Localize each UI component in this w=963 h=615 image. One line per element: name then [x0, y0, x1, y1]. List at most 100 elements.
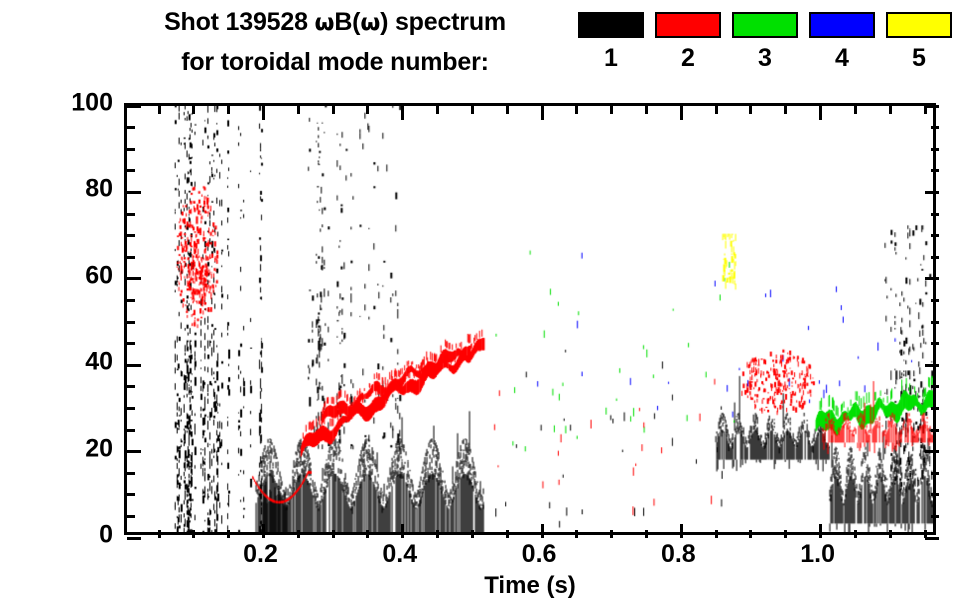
- x-minor-tick: [784, 530, 788, 538]
- x-tick-label-0.2: 0.2: [243, 540, 278, 568]
- x-minor-tick: [888, 530, 892, 538]
- x-minor-tick: [436, 106, 440, 114]
- y-minor-tick: [931, 169, 939, 173]
- y-minor-tick: [127, 406, 135, 410]
- legend-swatch-mode-2: [655, 12, 721, 38]
- omega-symbol-1: ω: [314, 10, 335, 36]
- x-minor-tick: [157, 530, 161, 538]
- y-tick-label-100: 100: [71, 88, 113, 117]
- legend-item-mode-5: 5: [886, 12, 952, 73]
- legend-swatch-mode-3: [732, 12, 798, 38]
- y-minor-tick: [127, 234, 135, 238]
- figure-title-line-1: Shot 139528 ωB(ω) spectrum: [100, 8, 570, 37]
- x-minor-tick: [470, 530, 474, 538]
- legend-item-mode-3: 3: [732, 12, 798, 73]
- y-minor-tick: [931, 212, 939, 216]
- y-major-tick: [127, 536, 141, 540]
- legend-label-mode-3: 3: [758, 44, 772, 72]
- y-major-tick: [925, 277, 939, 281]
- x-minor-tick: [296, 106, 300, 114]
- x-minor-tick: [645, 106, 648, 114]
- y-major-tick: [925, 363, 939, 367]
- x-major-tick: [540, 106, 544, 120]
- y-minor-tick: [931, 406, 939, 410]
- y-tick-label-40: 40: [85, 347, 113, 376]
- spectrogram-canvas: [127, 106, 933, 532]
- y-minor-tick: [931, 342, 939, 346]
- x-minor-tick: [436, 530, 440, 538]
- y-minor-tick: [127, 385, 135, 389]
- y-minor-tick: [931, 320, 939, 324]
- x-major-tick: [679, 106, 683, 120]
- x-major-tick: [261, 106, 265, 120]
- x-minor-tick: [296, 530, 300, 538]
- x-minor-tick: [331, 106, 335, 114]
- title-mid: B(: [334, 8, 361, 36]
- y-minor-tick: [127, 428, 135, 432]
- legend-label-mode-5: 5: [912, 44, 926, 72]
- legend-swatch-mode-5: [886, 12, 952, 38]
- y-minor-tick: [931, 234, 939, 238]
- legend-swatch-mode-1: [578, 12, 644, 38]
- y-major-tick: [925, 104, 939, 108]
- y-minor-tick: [931, 428, 939, 432]
- y-tick-label-0: 0: [99, 520, 113, 549]
- x-minor-tick: [192, 530, 196, 538]
- y-minor-tick: [127, 255, 135, 259]
- x-minor-tick: [749, 530, 753, 538]
- y-minor-tick: [931, 471, 939, 475]
- x-major-tick: [679, 524, 683, 538]
- x-major-tick: [540, 524, 544, 538]
- y-major-tick: [127, 104, 141, 108]
- y-major-tick: [127, 450, 141, 454]
- y-axis-tick-labels: 0 20 40 60 80 100: [0, 89, 113, 549]
- y-major-tick: [127, 277, 141, 281]
- y-minor-tick: [931, 255, 939, 259]
- legend-label-mode-1: 1: [604, 44, 618, 72]
- x-minor-tick: [784, 106, 788, 114]
- y-minor-tick: [127, 320, 135, 324]
- figure-title-line-2: for toroidal mode number:: [181, 48, 489, 76]
- x-minor-tick: [505, 106, 509, 114]
- y-minor-tick: [127, 126, 135, 130]
- legend-item-mode-1: 1: [578, 12, 644, 73]
- x-minor-tick: [227, 106, 231, 114]
- x-minor-tick: [575, 530, 579, 538]
- x-minor-tick: [192, 106, 196, 114]
- x-axis-tick-labels: 0.2 0.4 0.6 0.8 1.0: [0, 540, 963, 574]
- y-major-tick: [925, 190, 939, 194]
- x-major-tick: [401, 524, 405, 538]
- x-minor-tick: [645, 530, 648, 538]
- x-minor-tick: [505, 530, 509, 538]
- y-minor-tick: [127, 212, 135, 216]
- y-major-tick: [127, 190, 141, 194]
- y-major-tick: [925, 450, 939, 454]
- legend-label-mode-4: 4: [835, 44, 849, 72]
- y-major-tick: [925, 536, 939, 540]
- y-minor-tick: [127, 471, 135, 475]
- y-tick-label-20: 20: [85, 434, 113, 463]
- x-minor-tick: [331, 530, 335, 538]
- x-minor-tick: [714, 530, 718, 538]
- x-minor-tick: [888, 106, 892, 114]
- x-minor-tick: [610, 106, 614, 114]
- x-minor-tick: [366, 530, 370, 538]
- y-major-tick: [127, 363, 141, 367]
- y-minor-tick: [127, 493, 135, 497]
- x-axis-label: Time (s): [484, 572, 576, 599]
- y-minor-tick: [931, 493, 939, 497]
- y-minor-tick: [127, 169, 135, 173]
- y-minor-tick: [127, 147, 135, 151]
- title-suffix: ) spectrum: [380, 8, 506, 36]
- x-minor-tick: [923, 530, 927, 538]
- x-major-tick: [819, 524, 823, 538]
- figure-header: Shot 139528 ωB(ω) spectrum for toroidal …: [0, 0, 963, 96]
- x-major-tick: [401, 106, 405, 120]
- x-tick-label-0.8: 0.8: [660, 540, 696, 568]
- y-minor-tick: [931, 147, 939, 151]
- y-minor-tick: [931, 126, 939, 130]
- omega-symbol-2: ω: [360, 10, 381, 36]
- plot-area: [124, 103, 939, 540]
- x-minor-tick: [923, 106, 927, 114]
